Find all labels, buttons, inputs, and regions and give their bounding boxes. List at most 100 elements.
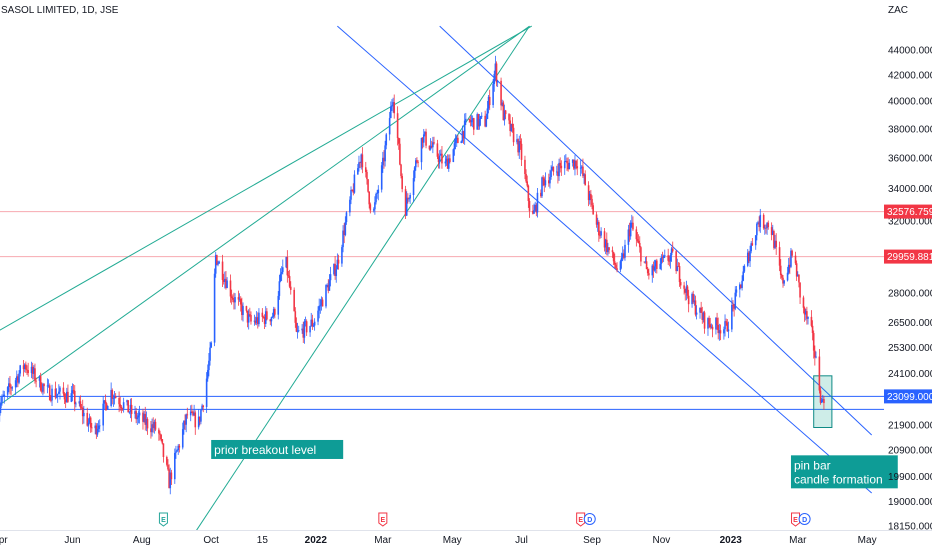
candle-body [63,393,66,400]
candle-body [812,333,815,351]
candle-body [400,164,402,176]
candle-body [51,388,53,401]
candle-body [732,304,734,306]
y-tick-label: 19000.0000 [888,497,932,508]
annotation-text: prior breakout level [214,443,316,457]
candle-body [678,266,681,283]
candle-body [751,243,754,246]
candle-body [638,242,641,248]
candle-body [810,316,813,326]
candle-body [266,311,268,320]
candle-body [320,299,323,306]
x-axis-ticks: pr Jun Aug Oct 15 2022 Mar May Jul Sep Nov 2023 Mar M… [0,535,877,546]
candle-body [160,434,162,439]
candle-body [733,304,735,309]
candle-body [478,118,481,127]
candle-body [670,248,673,256]
candle-body [224,278,226,282]
x-tick-label: Mar [374,535,392,546]
candle-body [39,376,42,391]
candle-body [397,138,400,144]
candle-body [424,131,426,135]
candle-body [643,261,646,263]
candle-body [98,425,101,427]
candle-body [604,239,607,248]
candle-body [485,118,488,127]
event-marker-label: E [793,517,798,524]
candle-body [794,255,797,264]
candle-body [462,131,465,139]
candle-body [438,155,441,163]
y-tick-label: 20900.0000 [888,446,932,457]
candle-body [436,143,439,157]
candle-body [404,189,407,216]
candle-body [457,137,459,143]
candle-body [487,96,490,109]
candle-body [175,451,177,453]
candle-body [328,280,331,291]
candle-body [234,297,236,303]
candle-body [492,83,494,106]
candle-body [81,407,84,417]
candle-body [631,222,633,224]
candle-body [170,472,173,480]
candle-body [59,387,61,392]
candle-body [469,119,472,123]
candle-body [455,137,458,140]
y-tick-label: 32000.0000 [888,217,932,228]
price-label-background [884,249,932,264]
candle-body [154,421,157,430]
candles [0,55,825,495]
candle-body [694,300,697,315]
candle-body [692,293,694,303]
candle-body [493,74,496,84]
candle-body [791,250,793,256]
candle-body [210,342,212,348]
candle-body [709,324,712,328]
candle-body [0,402,2,408]
candle-body [144,413,147,425]
candle-body [168,469,170,489]
candle-body [484,115,486,127]
candle-body [527,185,530,202]
candle-body [518,141,521,153]
candle-body [83,412,85,417]
candle-body [43,384,45,387]
event-marker-label: E [161,517,166,524]
candle-body [383,157,385,162]
candle-body [756,223,758,236]
candle-body [783,280,785,284]
candle-body [715,317,717,330]
candle-body [143,413,145,422]
candle-body [661,257,664,259]
candle-body [566,160,568,164]
candle-body [461,131,464,142]
candle-body [279,273,282,282]
candle-body [47,385,50,387]
candle-body [245,306,248,311]
candle-body [463,120,466,139]
candle-body [239,298,242,305]
candle-body [264,311,267,324]
candle-body [640,247,642,262]
y-tick-label: 42000.0000 [888,71,932,82]
candle-body [488,96,491,106]
candle-body [326,285,328,286]
candle-body [501,102,504,106]
candle-body [818,356,821,391]
candle-body [802,297,805,308]
dividend-marker-shape [583,513,596,525]
candle-body [185,414,187,425]
candle-body [111,390,114,399]
candle-body [408,198,410,200]
earnings-marker-shape [576,512,586,527]
candle-body [740,284,742,288]
candle-body [34,368,36,381]
candle-body [782,277,784,284]
candle-body [304,321,307,323]
candle-body [169,472,172,489]
candle-body [50,400,52,401]
candle-body [80,407,83,409]
